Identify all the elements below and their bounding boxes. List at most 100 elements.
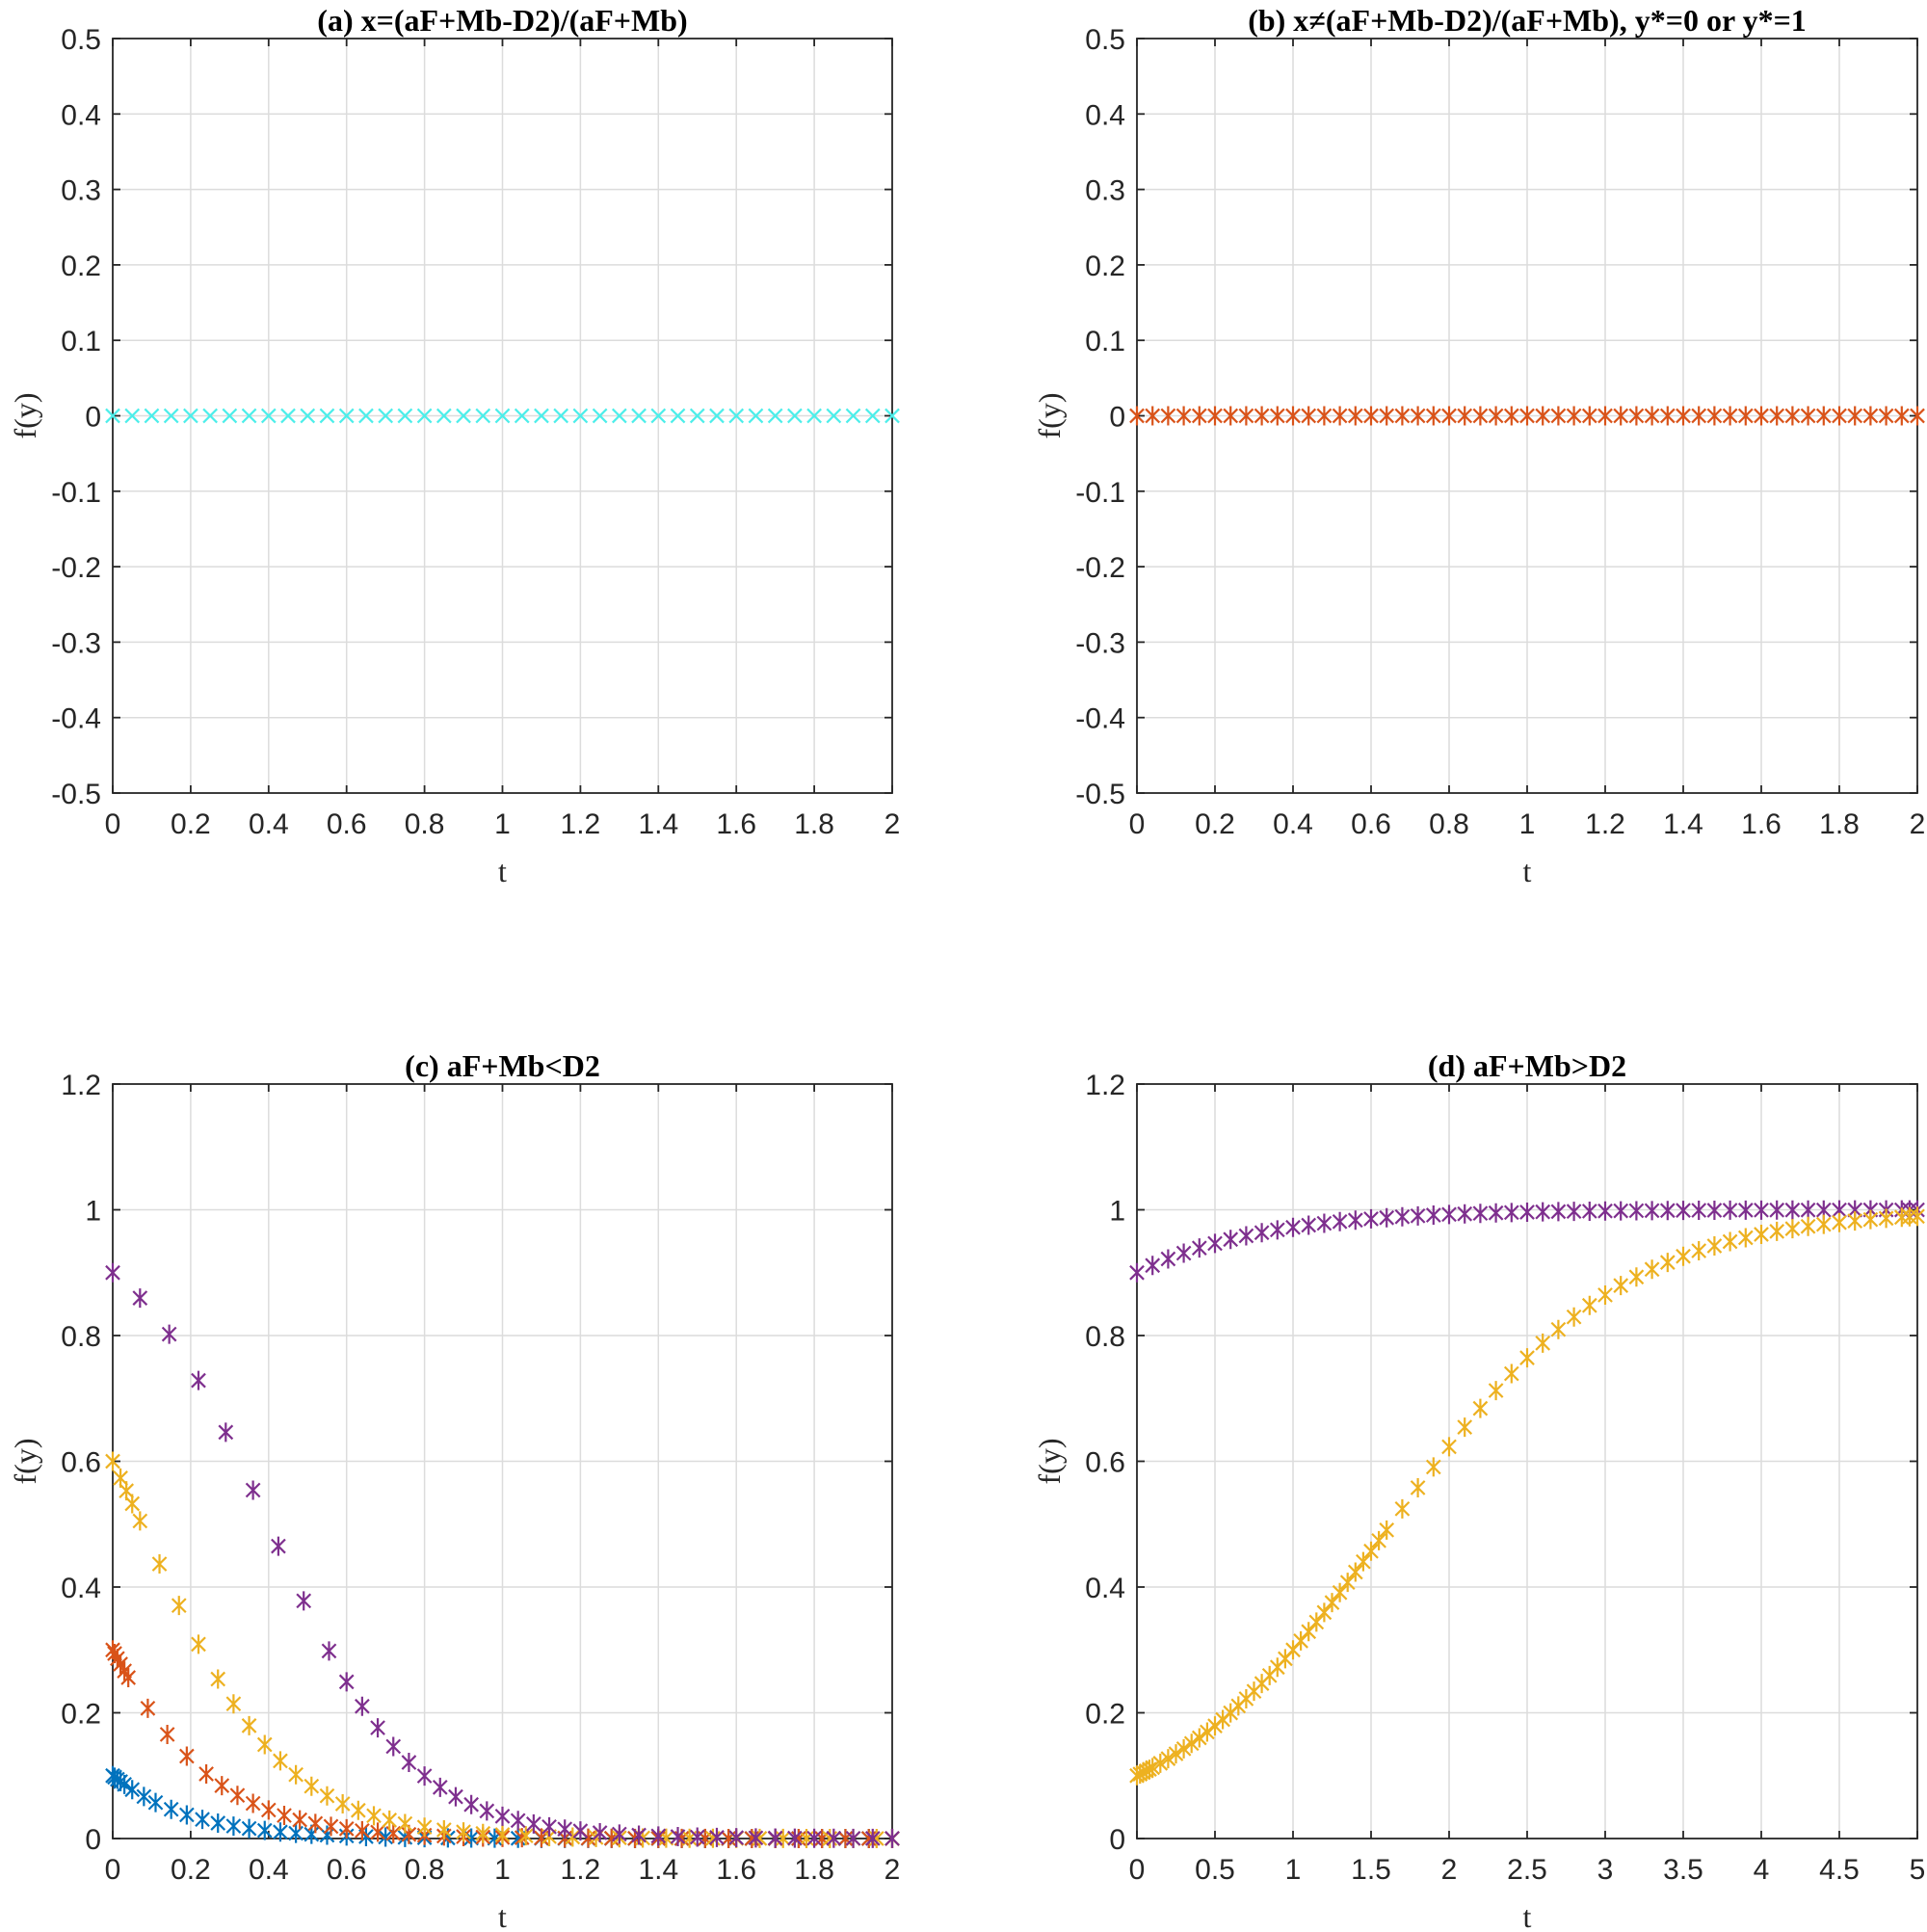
data-point-marker: [179, 1805, 195, 1825]
data-point-marker: [436, 408, 452, 424]
data-point-marker: [355, 1696, 370, 1716]
panel-d-series-2: [1129, 1206, 1925, 1786]
x-tick-label: 1.6: [716, 1854, 756, 1886]
data-point-marker: [1878, 1208, 1894, 1229]
data-point-marker: [1488, 1203, 1504, 1223]
data-point-marker: [1183, 1734, 1200, 1754]
y-tick-label: 0.8: [61, 1321, 101, 1353]
data-point-marker: [241, 1818, 257, 1839]
data-point-marker: [612, 1824, 627, 1844]
x-tick-label: 0.8: [405, 1854, 445, 1886]
data-point-marker: [1706, 1200, 1723, 1220]
data-point-marker: [1129, 406, 1145, 426]
x-tick-label: 0.8: [1429, 808, 1469, 840]
x-tick-label: 3: [1597, 1854, 1614, 1886]
data-point-marker: [163, 408, 179, 424]
data-point-marker: [1457, 406, 1473, 426]
panel-b-title: (b) x≠(aF+Mb-D2)/(aF+Mb), y*=0 or y*=1: [1248, 3, 1807, 38]
data-point-marker: [338, 408, 355, 424]
data-point-marker: [163, 1799, 179, 1819]
x-tick-label: 0.4: [249, 1854, 289, 1886]
data-point-marker: [864, 408, 881, 424]
data-point-marker: [1254, 1674, 1270, 1694]
data-point-marker: [1691, 406, 1707, 426]
data-point-marker: [280, 408, 296, 424]
x-tick-label: 4: [1754, 1854, 1770, 1886]
x-tick-label: 1.4: [638, 1854, 678, 1886]
data-point-marker: [370, 1718, 385, 1738]
data-point-marker: [1644, 406, 1660, 426]
data-point-marker: [1200, 1722, 1215, 1742]
data-point-marker: [132, 1288, 148, 1309]
data-point-marker: [210, 1813, 226, 1833]
data-point-marker: [1503, 1203, 1519, 1223]
data-point-marker: [1410, 1205, 1426, 1226]
x-tick-label: 0.2: [171, 1854, 211, 1886]
x-tick-label: 0.4: [1273, 808, 1313, 840]
data-point-marker: [222, 408, 238, 424]
data-point-marker: [565, 1827, 581, 1847]
data-point-marker: [321, 1641, 337, 1661]
x-tick-label: 4.5: [1819, 1854, 1860, 1886]
data-point-marker: [1472, 1204, 1489, 1224]
data-point-marker: [1316, 406, 1333, 426]
data-point-marker: [1597, 1201, 1613, 1221]
panel-a: 0 0.2 0.4 0.6 0.8 1 1.2 1.4 1.6 1.8 2 -0.5 -0.4 -0.3 -…: [8, 3, 900, 888]
data-point-marker: [1269, 406, 1285, 426]
data-point-marker: [1676, 1201, 1691, 1221]
data-point-marker: [1754, 406, 1769, 426]
data-point-marker: [541, 1816, 557, 1837]
data-point-marker: [1332, 1211, 1348, 1231]
panel-c-grid: [113, 1084, 892, 1839]
data-point-marker: [124, 408, 141, 424]
data-point-marker: [241, 1715, 257, 1735]
data-point-marker: [256, 1734, 273, 1755]
y-tick-label: -0.3: [51, 627, 101, 659]
data-point-marker: [1862, 1209, 1879, 1230]
data-point-marker: [884, 408, 900, 424]
panel-b: 0 0.2 0.4 0.6 0.8 1 1.2 1.4 1.6 1.8 2 -0.5 -0.4 -0.3 -…: [1032, 3, 1925, 888]
panel-b-x-axis-label: t: [1523, 854, 1532, 888]
data-point-marker: [1519, 1348, 1535, 1368]
data-point-marker: [1347, 1562, 1363, 1582]
data-point-marker: [1175, 1738, 1192, 1759]
data-point-marker: [1316, 1602, 1333, 1623]
x-tick-label: 1.8: [1819, 808, 1860, 840]
data-point-marker: [1332, 406, 1348, 426]
data-point-marker: [140, 1698, 156, 1718]
data-point-marker: [1613, 1276, 1629, 1296]
data-point-marker: [198, 1763, 214, 1784]
data-point-marker: [1347, 1210, 1363, 1231]
x-tick-label: 0: [1129, 1854, 1146, 1886]
data-point-marker: [514, 408, 530, 424]
data-point-marker: [117, 1774, 132, 1794]
data-point-marker: [1332, 1582, 1348, 1602]
data-point-marker: [1550, 1319, 1567, 1339]
data-point-marker: [1676, 406, 1691, 426]
data-point-marker: [1223, 1230, 1239, 1250]
panel-c: 0 0.2 0.4 0.6 0.8 1 1.2 1.4 1.6 1.8 2 0 0.2 0.4 0.6 0.8…: [8, 1048, 900, 1932]
data-point-marker: [1581, 1201, 1597, 1221]
data-point-marker: [845, 1828, 861, 1848]
data-point-marker: [592, 1822, 608, 1842]
data-point-marker: [1238, 1226, 1254, 1246]
data-point-marker: [183, 408, 198, 424]
data-point-marker: [475, 1823, 491, 1843]
data-point-marker: [787, 408, 803, 424]
data-point-marker: [218, 1422, 234, 1442]
data-point-marker: [397, 408, 413, 424]
data-point-marker: [307, 1813, 324, 1834]
y-tick-label: 0.2: [1085, 1699, 1125, 1731]
data-point-marker: [1535, 406, 1551, 426]
data-point-marker: [1379, 1207, 1395, 1228]
data-point-marker: [260, 1800, 277, 1820]
data-point-marker: [225, 1694, 242, 1714]
panel-a-series-1: [105, 408, 900, 424]
data-point-marker: [1628, 1267, 1645, 1287]
x-tick-label: 1.8: [794, 1854, 834, 1886]
data-point-marker: [1535, 1202, 1551, 1222]
x-tick-label: 1: [1519, 808, 1536, 840]
data-point-marker: [370, 1822, 385, 1842]
data-point-marker: [241, 408, 257, 424]
data-point-marker: [288, 1764, 304, 1785]
